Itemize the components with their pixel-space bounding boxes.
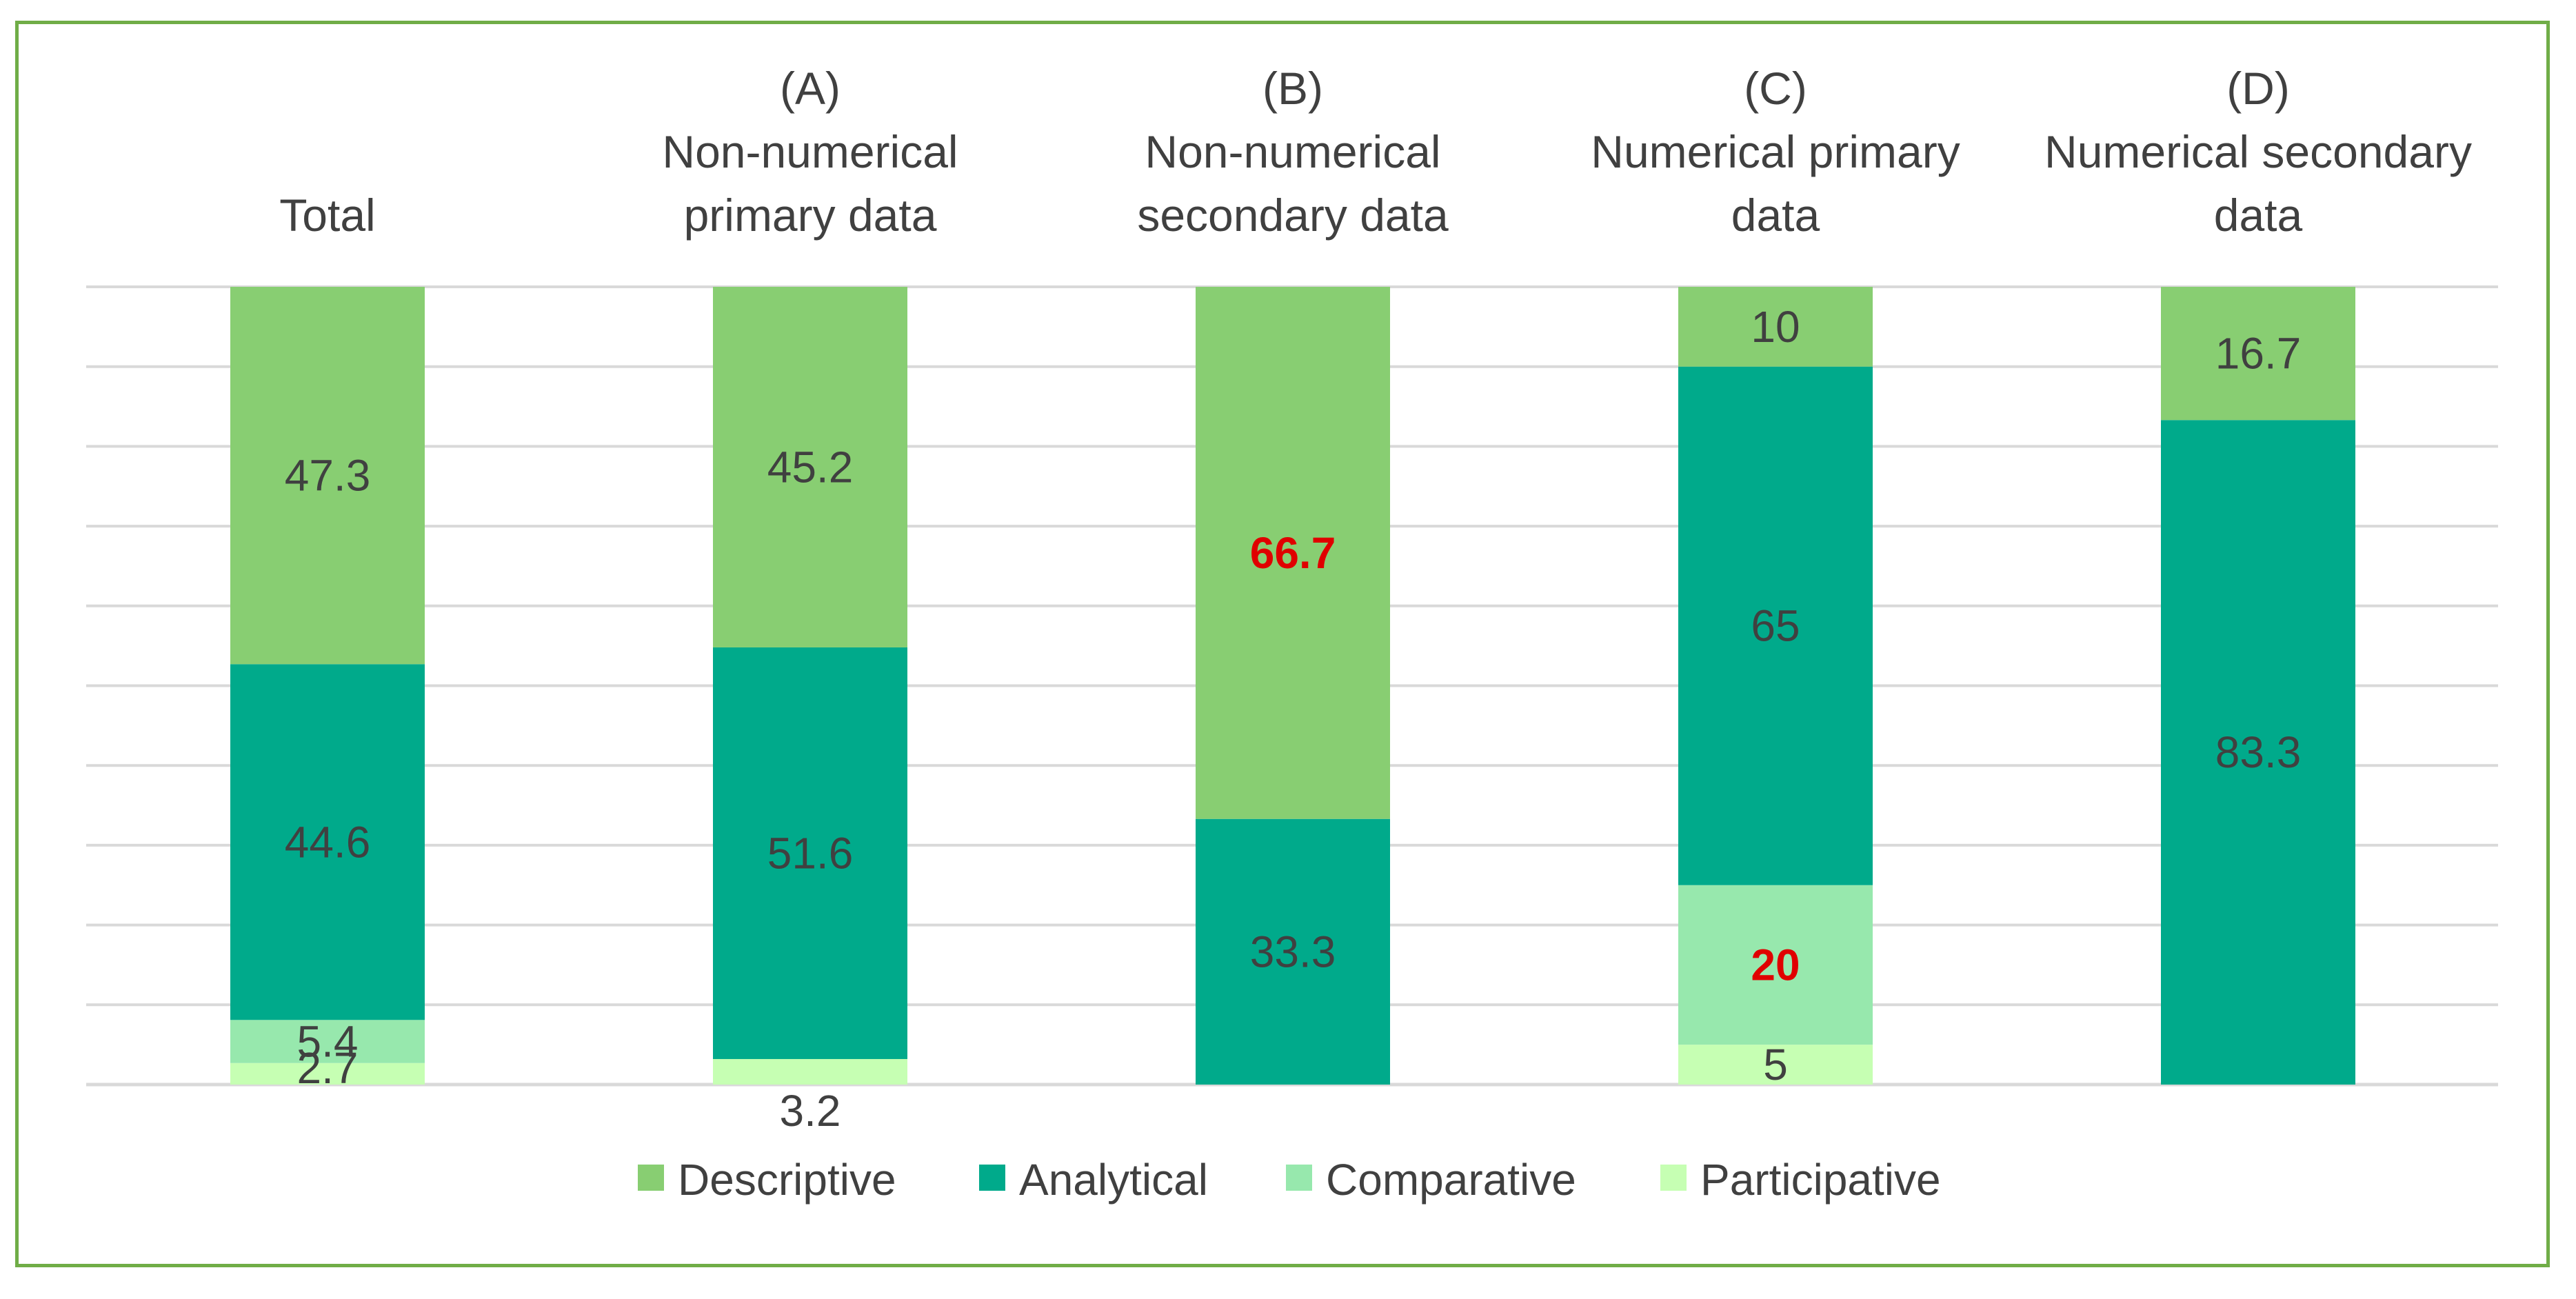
category-label: data bbox=[1731, 190, 1820, 241]
bar-segment-analytical-4 bbox=[2161, 420, 2355, 1085]
bar-segment-participative-0 bbox=[230, 1063, 425, 1085]
category-label: (A) bbox=[780, 63, 841, 114]
data-label: 16.7 bbox=[2215, 329, 2302, 379]
bar-segment-analytical-0 bbox=[230, 664, 425, 1020]
category-label: (B) bbox=[1262, 63, 1323, 114]
category-label: Non-numerical bbox=[1145, 126, 1440, 177]
chart-frame: 2.7 5.4 44.6 47.3 3.2 51.6 45.2 33.3 66.7 5 20 65 10… bbox=[15, 21, 2550, 1267]
legend-label-descriptive: Descriptive bbox=[678, 1155, 896, 1205]
category-labels: Total (A) Non-numerical primary data (B) Non-… bbox=[279, 63, 2472, 241]
bar-segment-comparative-0 bbox=[230, 1020, 425, 1063]
bar-segment-comparative-3 bbox=[1678, 885, 1873, 1045]
bar-segment-analytical-1 bbox=[713, 647, 907, 1059]
data-label: 33.3 bbox=[1250, 927, 1336, 976]
data-label: 65 bbox=[1751, 601, 1800, 651]
bar-segment-analytical-3 bbox=[1678, 366, 1873, 885]
data-label: 2.7 bbox=[297, 1043, 359, 1093]
bar-segment-descriptive-0 bbox=[230, 287, 425, 665]
category-label: Numerical secondary bbox=[2044, 126, 2472, 177]
category-label: (C) bbox=[1744, 63, 1807, 114]
data-label: 47.3 bbox=[285, 451, 371, 501]
category-label: secondary data bbox=[1137, 190, 1449, 241]
bars bbox=[230, 287, 2355, 1085]
bar-segment-descriptive-1 bbox=[713, 287, 907, 647]
data-label: 20 bbox=[1751, 940, 1800, 989]
data-label: 66.7 bbox=[1250, 528, 1336, 578]
bar-segment-descriptive-3 bbox=[1678, 287, 1873, 367]
legend-label-participative: Participative bbox=[1700, 1155, 1941, 1205]
bar-segment-participative-3 bbox=[1678, 1045, 1873, 1085]
category-label: (D) bbox=[2226, 63, 2290, 114]
legend-swatch-descriptive bbox=[638, 1165, 664, 1191]
stacked-bar-chart: 2.75.4 44.6 47.3 3.2 51.6 45.2 33.3 66.7 5 20 65 10… bbox=[86, 63, 2498, 1205]
category-label: Numerical primary bbox=[1591, 126, 1960, 177]
bar-segment-participative-1 bbox=[713, 1058, 907, 1085]
data-labels: 2.75.4 44.6 47.3 3.2 51.6 45.2 33.3 66.7 5 20 65 10… bbox=[285, 302, 2302, 1136]
data-label: 51.6 bbox=[767, 828, 854, 878]
category-label: primary data bbox=[684, 190, 937, 241]
category-label: Non-numerical bbox=[662, 126, 958, 177]
bar-segment-descriptive-4 bbox=[2161, 287, 2355, 421]
category-label: Total bbox=[279, 190, 375, 241]
data-label: 83.3 bbox=[2215, 727, 2302, 777]
legend-swatch-comparative bbox=[1286, 1165, 1312, 1191]
data-label: 5.4 bbox=[297, 1017, 359, 1067]
data-label: 3.2 bbox=[780, 1086, 841, 1136]
data-label: 5 bbox=[1763, 1040, 1788, 1089]
legend-label-comparative: Comparative bbox=[1326, 1155, 1576, 1205]
legend-swatch-participative bbox=[1660, 1165, 1687, 1191]
legend-label-analytical: Analytical bbox=[1019, 1155, 1208, 1205]
bar-segment-descriptive-2 bbox=[1196, 287, 1390, 819]
legend: Descriptive Analytical Comparative Particip… bbox=[638, 1155, 1941, 1205]
legend-swatch-analytical bbox=[979, 1165, 1005, 1191]
data-label: 10 bbox=[1751, 302, 1800, 352]
data-label: 44.6 bbox=[285, 817, 371, 867]
category-label: data bbox=[2214, 190, 2303, 241]
data-label: 45.2 bbox=[767, 442, 854, 492]
bar-segment-analytical-2 bbox=[1196, 818, 1390, 1085]
